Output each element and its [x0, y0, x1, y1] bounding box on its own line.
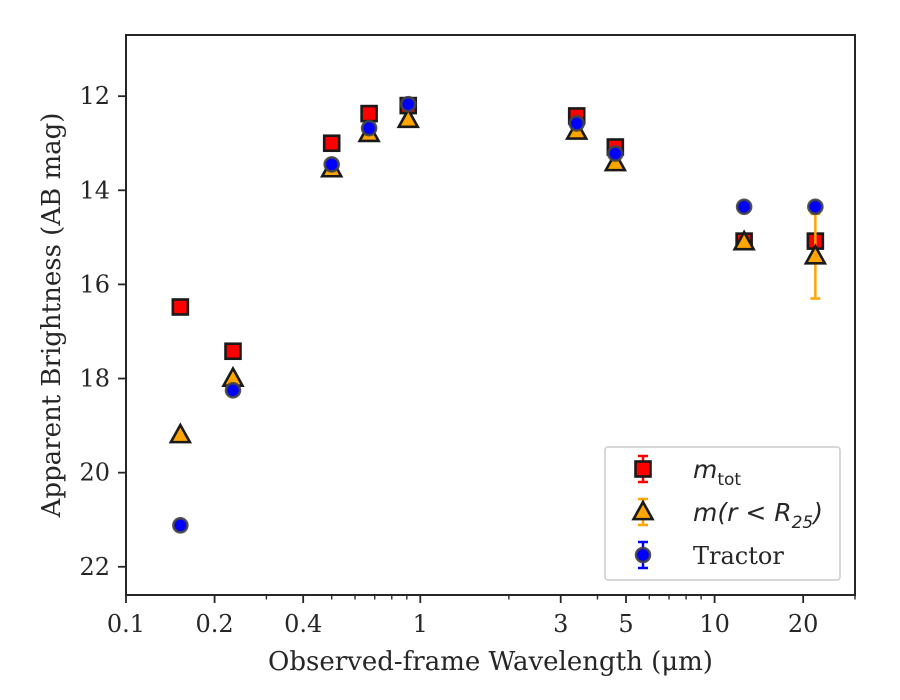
x-tick-label: 0.4 [284, 610, 322, 638]
x-axis-label: Observed-frame Wavelength (μm) [268, 647, 713, 677]
axes: 0.1 0.2 0.4 1 3 5 10 20 12 14 16 18 20 22 [79, 82, 856, 638]
x-tick-label: 0.1 [107, 610, 145, 638]
y-tick-label: 20 [79, 459, 110, 487]
data-point [607, 145, 624, 162]
plot-area [168, 95, 828, 534]
data-point [224, 342, 242, 361]
x-tick-label: 1 [413, 610, 428, 638]
data-point [360, 104, 378, 123]
data-point [568, 115, 586, 132]
data-point [399, 95, 417, 113]
data-point [323, 156, 341, 173]
data-point [168, 422, 193, 444]
legend-label-main: Tractor [693, 542, 784, 570]
legend-marker [634, 460, 652, 478]
series-2 [168, 107, 828, 444]
legend-marker [631, 499, 655, 521]
x-tick-label: 0.2 [196, 610, 234, 638]
data-point [396, 107, 420, 129]
legend-label-main: m [693, 455, 717, 484]
legend-label: m(r < R25) [693, 498, 823, 533]
legend-label: mtot [693, 455, 741, 490]
series-3 [172, 95, 824, 534]
y-axis-label: Apparent Brightness (AB mag) [37, 113, 67, 519]
legend-label-suffix: ) [811, 498, 823, 527]
legend-label-main: m(r < R [693, 498, 792, 527]
data-point [732, 229, 756, 251]
plot-frame [125, 34, 856, 596]
x-tick-label: 10 [699, 610, 730, 638]
legend-label-subscript: 25 [792, 513, 814, 533]
legend-box [604, 446, 841, 581]
data-point [171, 298, 190, 316]
data-point [360, 119, 378, 137]
data-point [807, 198, 824, 216]
data-point [803, 243, 828, 265]
x-tick-label: 5 [618, 610, 633, 638]
legend-marker [634, 546, 652, 564]
legend: mtot m(r < R25) Tractor [604, 446, 841, 581]
x-tick-label: 3 [553, 610, 568, 638]
y-tick-label: 12 [79, 82, 110, 110]
data-point [172, 517, 189, 534]
y-tick-label: 18 [79, 365, 110, 393]
series-1 [171, 96, 825, 361]
data-point [322, 134, 341, 153]
data-point [735, 198, 753, 216]
legend-label: Tractor [693, 542, 784, 570]
y-tick-label: 14 [79, 176, 110, 204]
x-tick-label: 20 [788, 610, 819, 638]
legend-label-subscript: tot [717, 470, 741, 490]
data-point [224, 381, 242, 399]
y-tick-label: 16 [79, 270, 110, 298]
y-tick-label: 22 [79, 553, 110, 581]
